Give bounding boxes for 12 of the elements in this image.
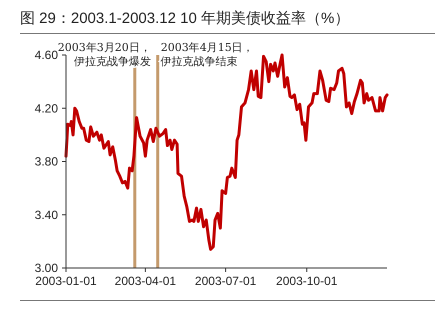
x-tick-label: 2003-07-01 (194, 274, 257, 288)
x-tick-label: 2003-04-01 (114, 274, 176, 288)
x-tick-label: 2003-01-01 (35, 274, 98, 288)
x-tick-label: 2003-10-01 (276, 274, 338, 288)
ref-line-label: 2003年4月15日，伊拉克战争结束 (160, 41, 254, 68)
y-tick-label: 3.80 (34, 154, 58, 169)
chart-title: 图 29：2003.1-2003.12 10 年期美债收益率（%） (20, 10, 350, 27)
y-tick-label: 3.40 (34, 208, 58, 222)
y-tick-label: 4.60 (34, 48, 58, 62)
y-tick-label: 3.00 (34, 261, 58, 276)
line-series (64, 54, 388, 251)
y-tick-label: 4.20 (34, 101, 58, 116)
